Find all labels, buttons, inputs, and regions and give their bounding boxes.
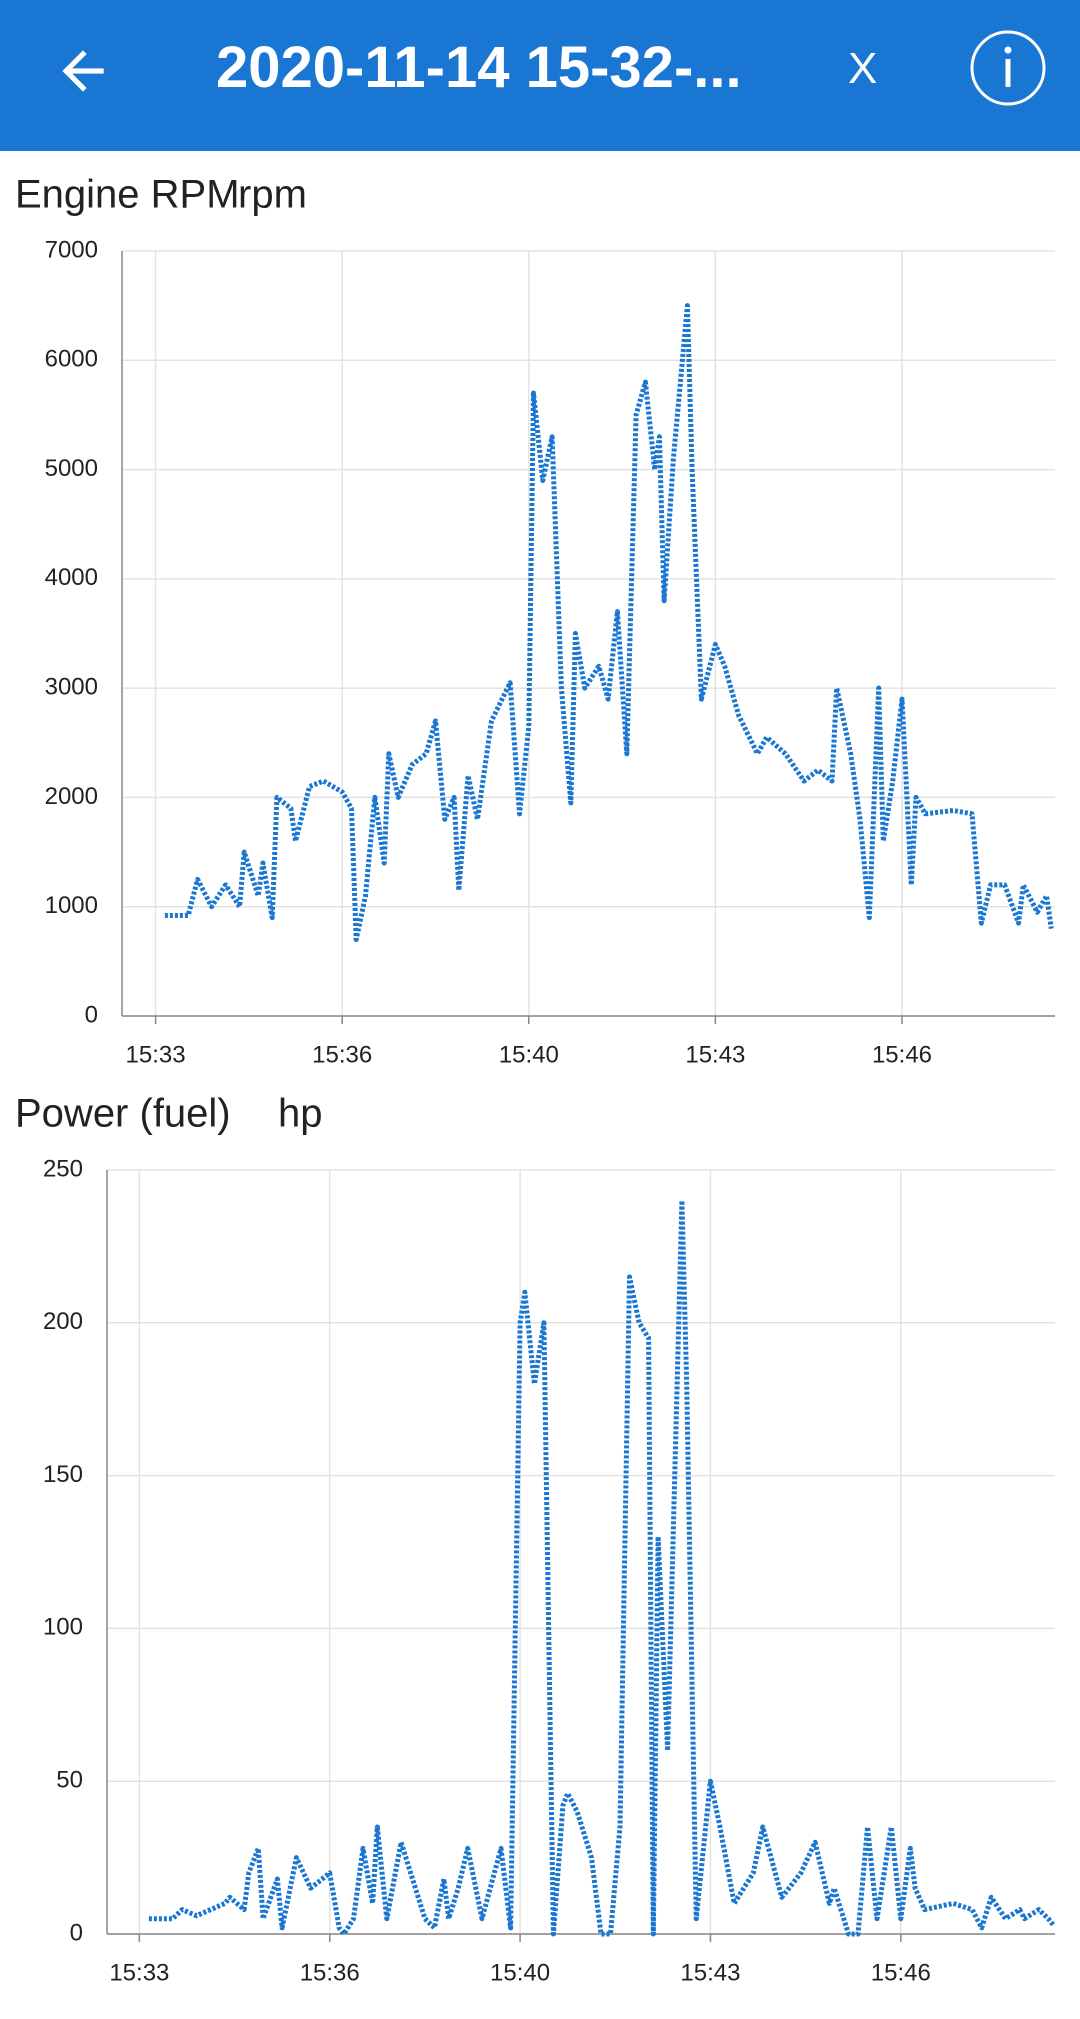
info-button[interactable] (968, 28, 1048, 108)
y-tick-label: 0 (85, 1001, 98, 1028)
x-tick-label: 15:40 (490, 1959, 550, 1986)
data-line (164, 303, 1054, 942)
x-tick-label: 15:33 (109, 1959, 169, 1986)
y-tick-label: 2000 (45, 783, 98, 810)
unit-label: rpm (238, 173, 307, 217)
y-tick-label: 5000 (45, 455, 98, 482)
x-tick-label: 15:46 (871, 1959, 931, 1986)
y-tick-label: 200 (43, 1308, 83, 1335)
x-tick-label: 15:40 (499, 1041, 559, 1068)
x-tick-label: 15:43 (685, 1041, 745, 1068)
y-tick-label: 6000 (45, 346, 98, 373)
x-tick-label: 15:36 (300, 1959, 360, 1986)
y-tick-label: 7000 (45, 236, 98, 263)
y-tick-label: 150 (43, 1461, 83, 1488)
chart-title: Power (fuel) (15, 1092, 231, 1136)
chart-title: Engine RPM (15, 173, 240, 217)
y-tick-label: 4000 (45, 564, 98, 591)
x-tick-label: 15:46 (872, 1041, 932, 1068)
y-tick-label: 1000 (45, 892, 98, 919)
data-line (148, 1198, 1056, 1937)
app-bar: 2020-11-14 15-32-... X (0, 0, 1080, 151)
unit-label: hp (278, 1092, 323, 1136)
x-tick-label: 15:33 (126, 1041, 186, 1068)
y-tick-label: 50 (56, 1767, 83, 1794)
y-tick-label: 3000 (45, 673, 98, 700)
x-tick-label: 15:36 (312, 1041, 372, 1068)
close-button[interactable]: X (848, 44, 878, 93)
y-tick-label: 250 (43, 1155, 83, 1182)
back-button[interactable] (52, 40, 114, 102)
y-tick-label: 100 (43, 1614, 83, 1641)
title: 2020-11-14 15-32-... (216, 35, 742, 100)
x-tick-label: 15:43 (680, 1959, 740, 1986)
charts: Engine RPMrpm010002000300040005000600070… (15, 173, 1056, 1986)
y-tick-label: 0 (70, 1919, 83, 1946)
